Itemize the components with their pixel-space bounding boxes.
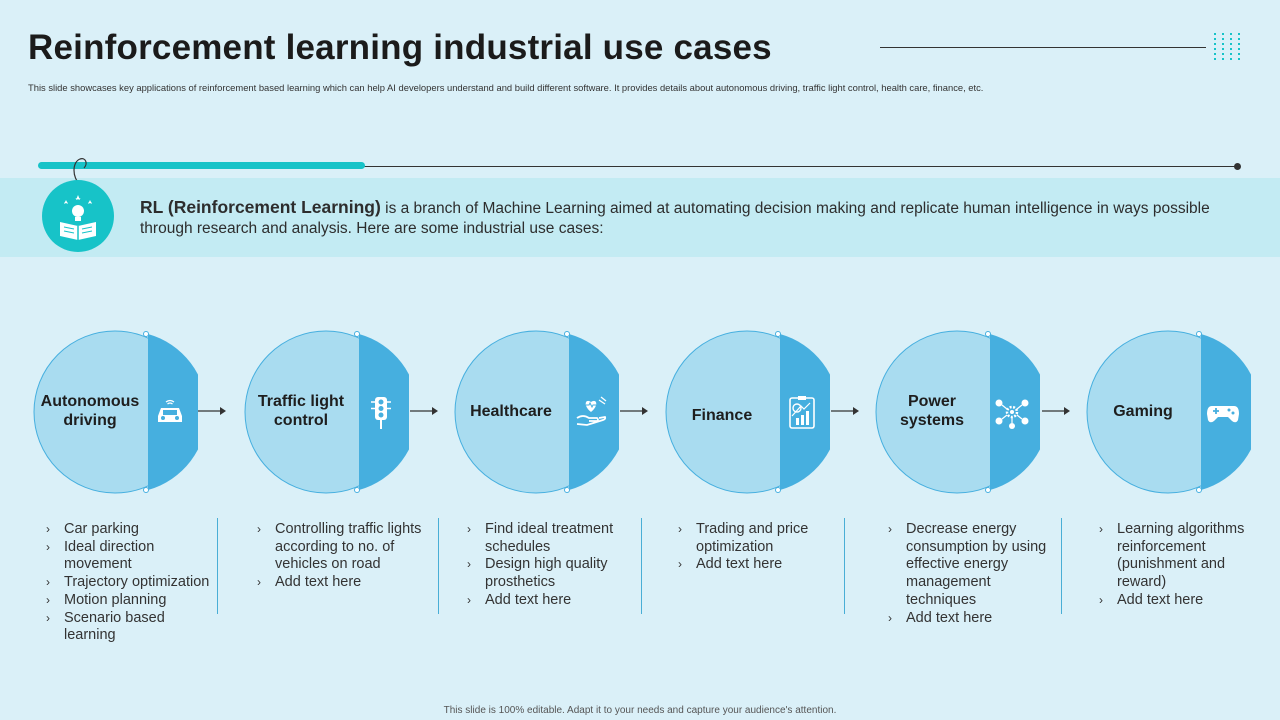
chevron-right-icon: › [467, 592, 471, 607]
list-item: › Trading and price optimization [678, 521, 809, 555]
chevron-right-icon: › [888, 522, 892, 536]
list-item: › Add text here [678, 556, 783, 573]
column-divider [1061, 518, 1062, 614]
chevron-right-icon: › [1099, 522, 1103, 536]
list-item: › Motion planning [46, 591, 167, 608]
chevron-right-icon: › [467, 557, 471, 572]
title-rule [880, 47, 1206, 48]
finance-chart-icon [789, 396, 815, 429]
gamepad-icon [1207, 406, 1239, 423]
chevron-right-icon: › [46, 592, 50, 607]
case-title-line2: driving [63, 412, 117, 429]
definition-banner [0, 178, 1280, 257]
footer-note: This slide is 100% editable. Adapt it to… [443, 705, 837, 716]
chevron-right-icon: › [678, 522, 682, 536]
list-item: › Learning algorithms reinforcement (puni… [1099, 521, 1245, 591]
tag-hook-icon [73, 158, 87, 185]
list-item: › Ideal direction movement [46, 538, 155, 573]
case-title-line1: Autonomous [40, 393, 140, 410]
timeline-end-dot [1234, 163, 1241, 170]
case-circle [454, 330, 619, 494]
case-title-line1: Finance [691, 407, 753, 424]
chevron-right-icon: › [257, 522, 261, 536]
flow-arrow [620, 407, 648, 415]
case-title-line1: Healthcare [470, 403, 552, 420]
list-item: › Decrease energy consumption by using ef… [888, 521, 1047, 608]
list-item: › Add text here [257, 574, 362, 591]
definition-term: RL (Reinforcement Learning) [140, 197, 381, 217]
chevron-right-icon: › [678, 557, 682, 572]
chevron-right-icon: › [257, 575, 261, 590]
bullets-gaming: › Learning algorithms reinforcement (puni… [1095, 521, 1270, 610]
case-title-line2: control [273, 412, 329, 429]
case-title-line2: systems [899, 412, 965, 429]
bullets-healthcare: › Find ideal treatment schedules › Design … [463, 521, 638, 610]
bullets-traffic-light-control: › Controlling traffic lights according to… [253, 521, 433, 592]
flow-arrow [831, 407, 859, 415]
list-item: › Add text here [1099, 591, 1204, 608]
book-idea-badge [42, 180, 114, 252]
timeline-line [42, 166, 1238, 167]
case-title-line1: Traffic light [257, 393, 345, 410]
bullets-power-systems: › Decrease energy consumption by using ef… [884, 521, 1054, 627]
car-icon [158, 399, 182, 422]
list-item: › Trajectory optimization [46, 574, 210, 591]
flow-arrow [198, 407, 226, 415]
case-traffic-light-control: Traffic light control [243, 330, 409, 494]
bullets-finance: › Trading and price optimization › Add tex… [674, 521, 839, 574]
case-power-systems: Power systems [874, 330, 1040, 494]
slide-subtitle: This slide showcases key applications of… [28, 82, 984, 93]
chevron-right-icon: › [46, 522, 50, 536]
list-item: › Scenario based learning [46, 609, 165, 644]
list-item: › Controlling traffic lights according to… [257, 521, 422, 573]
dot-grid-decoration [1214, 33, 1240, 60]
book-bulb-icon [60, 195, 96, 240]
column-divider [217, 518, 218, 614]
case-autonomous-driving: Autonomous driving [32, 330, 198, 494]
definition-text: RL (Reinforcement Learning) is a branch … [140, 197, 1220, 239]
slide-title: Reinforcement learning industrial use ca… [28, 28, 772, 67]
chevron-right-icon: › [46, 539, 50, 554]
case-circle [875, 330, 1040, 494]
chevron-right-icon: › [46, 575, 50, 590]
list-item: › Design high quality prosthetics [467, 556, 608, 591]
definition-body: is a branch of Machine Learning aimed at… [140, 200, 1210, 237]
bullets-autonomous-driving: › Car parking › Ideal direction movement ›… [42, 521, 212, 645]
list-item: › Add text here [888, 609, 993, 626]
case-healthcare: Healthcare [453, 330, 619, 494]
case-title-line1: Power [907, 393, 956, 410]
chevron-right-icon: › [467, 522, 471, 536]
case-gaming: Gaming [1085, 330, 1251, 494]
network-gear-icon [995, 399, 1029, 429]
column-divider [844, 518, 845, 614]
timeline-progress [38, 162, 365, 169]
column-divider [641, 518, 642, 614]
case-finance: Finance [664, 330, 830, 494]
list-item: › Car parking [46, 521, 139, 537]
chevron-right-icon: › [888, 610, 892, 625]
heart-hand-icon [576, 396, 607, 426]
list-item: › Add text here [467, 591, 572, 608]
case-circle [665, 330, 830, 494]
traffic-light-icon [371, 397, 391, 429]
chevron-right-icon: › [1099, 592, 1103, 607]
flow-arrow [410, 407, 438, 415]
flow-arrow [1042, 407, 1070, 415]
case-title-line1: Gaming [1113, 403, 1173, 420]
list-item: › Find ideal treatment schedules [467, 521, 614, 555]
column-divider [438, 518, 439, 614]
chevron-right-icon: › [46, 610, 50, 625]
